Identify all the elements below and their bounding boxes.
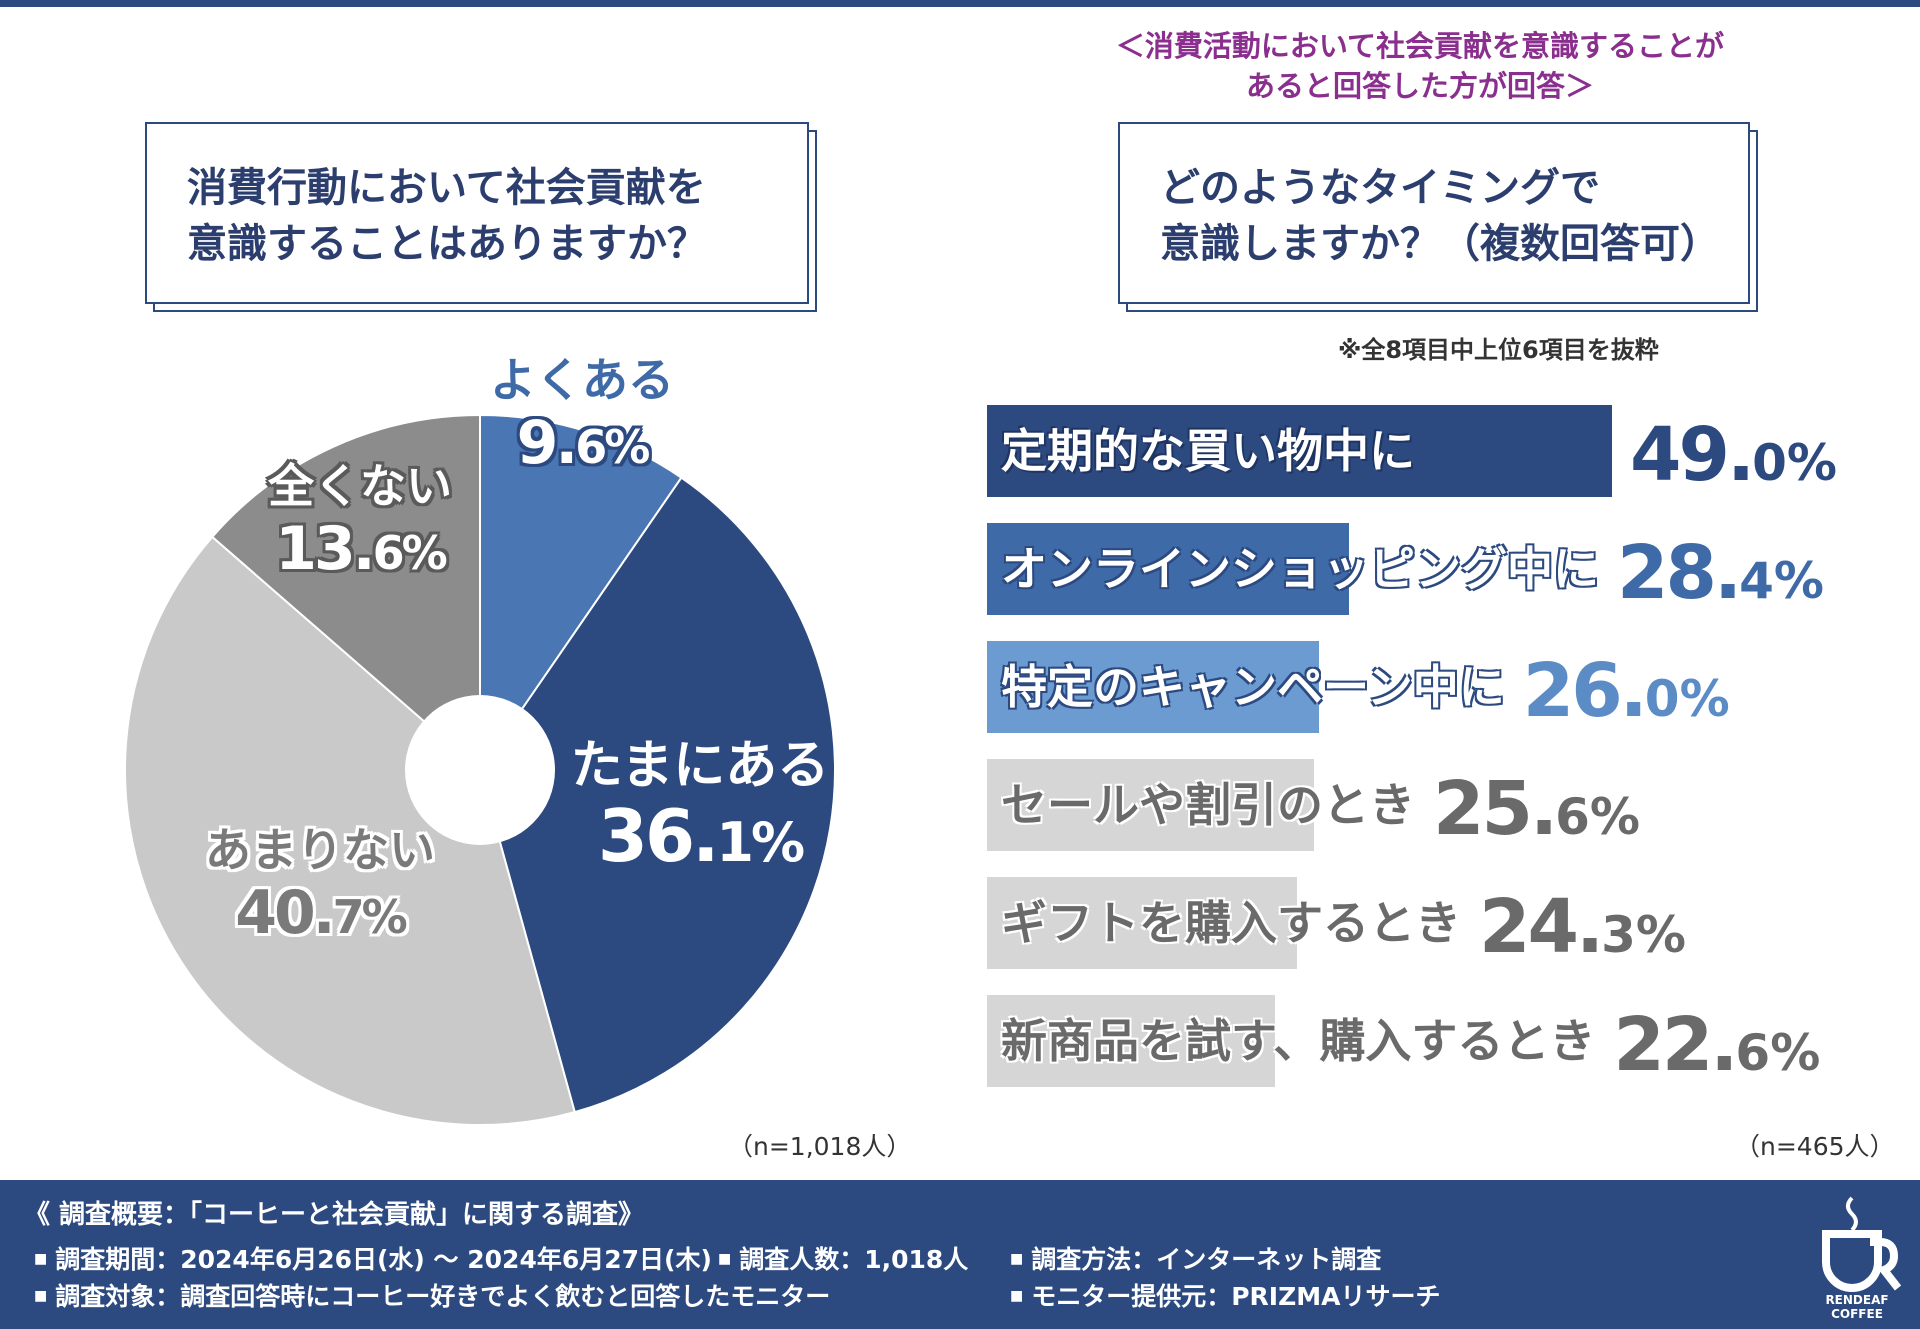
pie-label-pct: 9.6% (516, 408, 651, 478)
bar-row: オンラインショッピング中に 28.4% (987, 523, 1887, 616)
excerpt-note: ※全8項目中上位6項目を抜粋 (1338, 336, 1659, 364)
rendeaf-coffee-logo: RENDEAF COFFEE (1822, 1196, 1902, 1321)
right-question-box: どのようなタイミングで 意識しますか？（複数回答可） (1118, 122, 1758, 312)
footer-period: 調査期間：2024年6月26日(水) ～ 2024年6月27日(木) (34, 1240, 712, 1276)
pie-slice-1 (478, 476, 836, 1114)
bar-fill (987, 641, 1319, 733)
footer-method: 調査方法：インターネット調査 (1010, 1240, 1381, 1276)
pie-slice-3 (210, 413, 481, 773)
bar-row: 新商品を試す、購入するとき 22.6% (987, 995, 1887, 1088)
pie-label-pct: 40.7% (235, 878, 407, 948)
pie-label-mattaku-nai: 全くない 13.6% (250, 458, 470, 588)
top-rule (0, 0, 1920, 7)
pie-label-name: 全くない (268, 459, 452, 513)
bar-value: 22.6% (1613, 1002, 1821, 1088)
bar-row: セールや割引のとき 25.6% (987, 759, 1887, 852)
footer-provider: モニター提供元：PRIZMAリサーチ (1010, 1277, 1440, 1313)
bar-row: 特定のキャンペーン中に 26.0% (987, 641, 1887, 734)
bar-label: 特定のキャンペーン中に (1001, 660, 1505, 714)
bar-value: 28.4% (1617, 530, 1824, 616)
bar-label: オンラインショッピング中に (1001, 542, 1599, 596)
left-question-box: 消費行動において社会貢献を 意識することはありますか？ (145, 122, 817, 312)
footer-target: 調査対象：調査回答時にコーヒー好きでよく飲むと回答したモニター (34, 1277, 830, 1313)
pie-label-amari-nai: あまりない 40.7% (200, 822, 440, 952)
pie-label-pct: 13.6% (275, 514, 447, 584)
right-question-text: どのようなタイミングで 意識しますか？（複数回答可） (1160, 165, 1720, 267)
right-subtitle: ＜消費活動において社会貢献を意識することが あると回答した方が回答＞ (1115, 29, 1725, 103)
footer-count: 調査人数：1,018人 (718, 1240, 968, 1276)
bar-fill (987, 759, 1314, 851)
pie-label-yoku-aru: よくある 9.6% (482, 352, 682, 482)
bar-label: セールや割引のとき (1001, 778, 1415, 832)
bar-fill (987, 405, 1612, 497)
pie-label-tamani-aru: たまにある 36.1% (560, 738, 840, 885)
bar-label: ギフトを購入するとき (1001, 896, 1461, 950)
bar-value: 26.0% (1522, 648, 1730, 734)
bar-value: 24.3% (1479, 884, 1686, 970)
bar-label: 新商品を試す、購入するとき (1001, 1014, 1596, 1068)
pie-label-name: あまりない (205, 823, 435, 877)
survey-footer: 《 調査概要：「コーヒーと社会貢献」に関する調査》 調査期間：2024年6月26… (0, 1180, 1920, 1329)
pie-chart (124, 413, 836, 1126)
svg-text:RENDEAF: RENDEAF (1825, 1293, 1888, 1307)
pie-slice-2 (124, 535, 576, 1126)
right-sample-size: （n=465人） (1735, 1132, 1895, 1161)
bar-row: ギフトを購入するとき 24.3% (987, 877, 1887, 970)
pie-label-name: よくある (490, 353, 674, 407)
footer-title: 《 調査概要：「コーヒーと社会貢献」に関する調査》 (24, 1200, 645, 1230)
bar-fill (987, 877, 1297, 969)
pie-slice-0 (479, 413, 683, 774)
pie-label-pct: 36.1% (597, 794, 805, 878)
bar-value: 49.0% (1630, 412, 1837, 498)
svg-text:COFFEE: COFFEE (1831, 1307, 1883, 1321)
bar-value: 25.6% (1433, 766, 1640, 852)
bar-fill (987, 995, 1275, 1087)
bar-row: 定期的な買い物中に 49.0% (987, 405, 1887, 498)
left-question-text: 消費行動において社会貢献を 意識することはありますか？ (187, 165, 707, 267)
bar-label: 定期的な買い物中に (1001, 424, 1415, 478)
bar-fill (987, 523, 1349, 615)
pie-label-name: たまにある (570, 736, 830, 796)
pie-center-hole (405, 695, 555, 845)
left-sample-size: （n=1,018人） (728, 1132, 912, 1161)
